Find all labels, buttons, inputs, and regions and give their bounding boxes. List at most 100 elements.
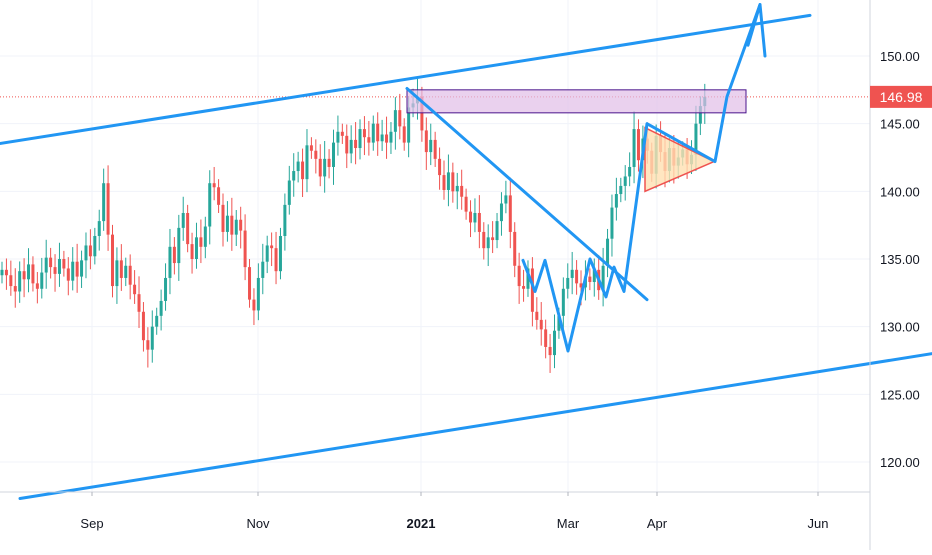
candle-body [606, 238, 610, 266]
candle-body [694, 123, 698, 155]
candle-body [261, 261, 265, 278]
candle-body [473, 212, 477, 223]
candle-body [354, 139, 358, 149]
candle-body [314, 150, 318, 159]
candle-body [522, 286, 526, 289]
candle-body [119, 260, 123, 278]
candle-body [442, 175, 446, 190]
candle-body [111, 234, 114, 287]
candle-body [62, 259, 66, 269]
candle-body [349, 139, 353, 154]
y-tick-label: 130.00 [880, 320, 920, 335]
candle-body [221, 204, 225, 232]
candle-body [332, 142, 335, 167]
axis-layer: 120.00 125.00 130.00 135.00 140.00 145.00 150.… [0, 0, 920, 550]
candle-body [40, 272, 44, 289]
candle-body [517, 265, 521, 287]
candle-body [256, 277, 260, 311]
candle-body [566, 277, 570, 289]
candle-body [177, 227, 181, 264]
candle-body [455, 185, 459, 192]
candle-body [327, 158, 331, 167]
candle-body [212, 183, 216, 188]
candle-body [57, 259, 61, 274]
y-tick-label: 125.00 [880, 387, 920, 402]
candle-body [486, 237, 490, 249]
candle-body [433, 139, 437, 159]
arrow-head[interactable] [746, 3, 767, 58]
x-tick-label: Sep [80, 516, 103, 531]
triangle-pattern[interactable] [644, 126, 716, 193]
candle-body [318, 158, 322, 177]
candle-body [80, 260, 84, 277]
candle-body [4, 269, 8, 276]
candle-body [407, 107, 411, 143]
candle-body [53, 267, 57, 274]
y-tick-label: 135.00 [880, 252, 920, 267]
candle-body [438, 158, 442, 176]
candle-body [128, 265, 132, 285]
candle-body [561, 288, 565, 316]
candle-body [186, 212, 190, 245]
candle-body [278, 235, 282, 272]
drawing-layer [0, 3, 932, 501]
candle-body [71, 261, 75, 281]
candle-body [362, 129, 366, 138]
candle-body [35, 283, 39, 289]
candle-body [424, 130, 428, 153]
candle-body [296, 161, 300, 172]
candle-body [203, 226, 207, 247]
candle-body [305, 145, 309, 180]
channel-upper-line[interactable] [0, 13, 812, 146]
candle-body [133, 284, 137, 295]
candle-body [199, 237, 203, 247]
candle-body [27, 264, 31, 280]
candle-body [18, 271, 22, 292]
candle-body [287, 180, 291, 205]
candle-body [159, 300, 163, 316]
grid-layer [0, 0, 870, 492]
candle-body [9, 275, 13, 287]
candle-body [402, 126, 406, 143]
candle-body [367, 137, 371, 143]
candle-body [539, 319, 543, 330]
candle-body [22, 271, 26, 280]
candle-body [155, 315, 159, 327]
resistance-zone[interactable] [406, 89, 747, 114]
candle-body [168, 246, 172, 278]
candle-body [358, 129, 362, 149]
candle-body [592, 269, 596, 283]
channel-lower-line[interactable] [18, 352, 932, 501]
candle-body [464, 196, 468, 212]
x-tick-label: 2021 [407, 516, 436, 531]
candle-body [93, 235, 97, 257]
candle-body [553, 330, 556, 356]
candle-body [557, 315, 561, 331]
candle-body [141, 311, 145, 341]
downtrend-line[interactable] [405, 86, 649, 302]
candle-body [548, 346, 552, 356]
candle-body [150, 326, 154, 350]
candle-body [248, 267, 252, 300]
candle-body [97, 221, 101, 236]
candle-body [181, 212, 185, 228]
candle-body [0, 269, 4, 276]
candle-body [446, 172, 450, 190]
candle-body [208, 183, 212, 227]
candle-body [102, 183, 106, 222]
y-tick-label: 145.00 [880, 117, 920, 132]
candle-body [451, 172, 455, 192]
y-tick-label: 150.00 [880, 49, 920, 64]
candle-body [376, 123, 380, 142]
candle-body [636, 129, 640, 161]
projection-path[interactable] [521, 3, 762, 353]
candle-body [579, 283, 583, 288]
candle-body [420, 96, 424, 131]
candle-body [239, 219, 243, 231]
candle-body [504, 195, 508, 204]
candle-body [292, 171, 296, 181]
candle-body [623, 176, 627, 186]
candle-body [482, 231, 486, 249]
